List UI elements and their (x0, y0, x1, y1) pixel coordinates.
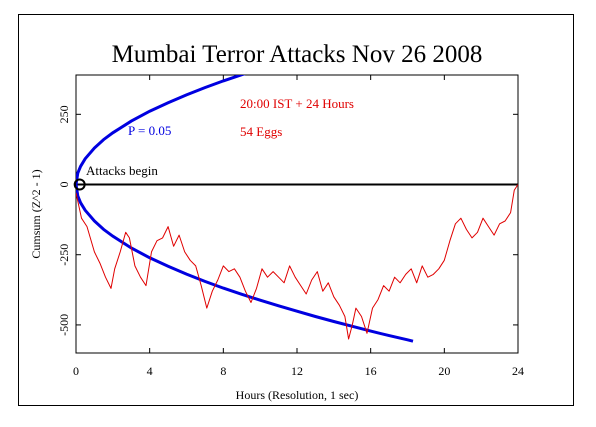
envelope-upper-line (76, 75, 246, 185)
x-tick-label: 24 (512, 364, 524, 378)
y-tick-label: 250 (57, 105, 71, 123)
x-tick-label: 8 (220, 364, 226, 378)
x-tick-label: 4 (147, 364, 153, 378)
time-annotation: 20:00 IST + 24 Hours (240, 96, 354, 111)
x-axis-ticks: 0 4 8 12 16 20 24 (73, 75, 524, 378)
x-tick-label: 16 (365, 364, 377, 378)
y-axis-ticks: -500 -250 0 250 (57, 105, 518, 336)
x-tick-label: 0 (73, 364, 79, 378)
envelope-lower-line (76, 184, 414, 343)
event-marker-circle (73, 178, 86, 191)
y-tick-label: 0 (57, 182, 71, 188)
x-axis-label: Hours (Resolution, 1 sec) (236, 388, 359, 402)
p-value-annotation: P = 0.05 (128, 123, 171, 138)
y-tick-label: -250 (57, 244, 71, 266)
cumsum-data-line (76, 184, 518, 340)
y-tick-label: -500 (57, 314, 71, 336)
chart-frame (18, 14, 574, 406)
chart-title: Mumbai Terror Attacks Nov 26 2008 (112, 41, 483, 68)
eggs-annotation: 54 Eggs (240, 124, 282, 139)
x-tick-label: 20 (438, 364, 450, 378)
x-tick-label: 12 (291, 364, 303, 378)
event-annotation: Attacks begin (86, 163, 158, 178)
y-axis-label: Cumsum (Z^2 - 1) (29, 169, 43, 258)
